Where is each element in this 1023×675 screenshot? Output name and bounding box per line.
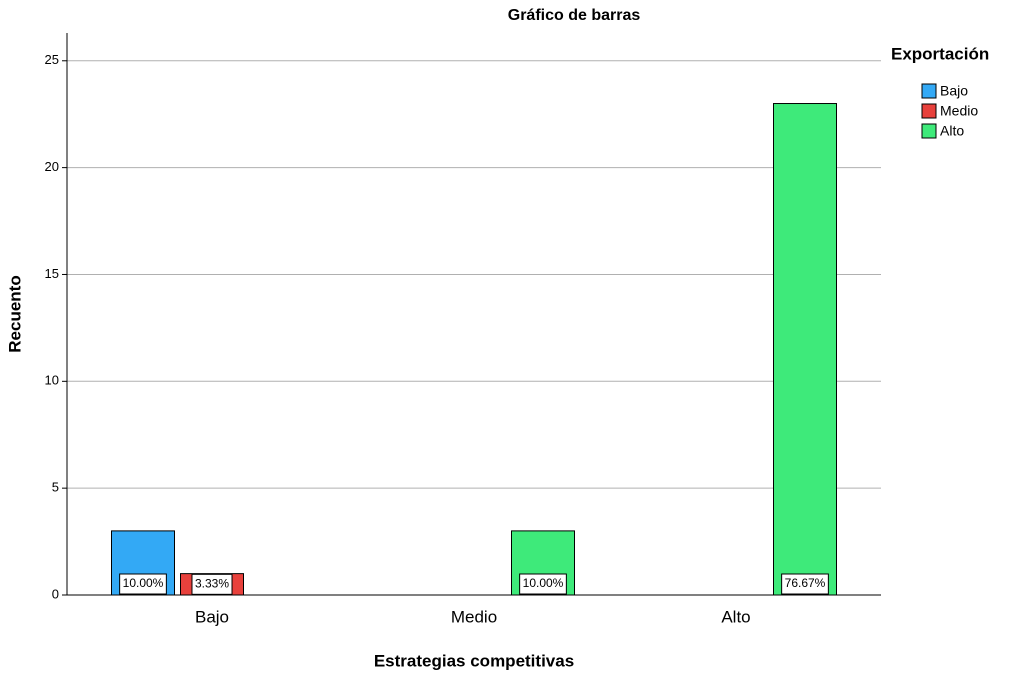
y-tick-label: 0 xyxy=(52,586,59,601)
y-tick-label: 25 xyxy=(45,52,59,67)
y-tick-label: 10 xyxy=(45,373,59,388)
legend-swatch xyxy=(921,103,937,119)
y-axis-label: Recuento xyxy=(5,275,24,352)
bar-label-box xyxy=(191,573,233,595)
bar-label-box xyxy=(519,573,567,595)
y-tick-label: 20 xyxy=(45,159,59,174)
legend-label: Bajo xyxy=(940,83,968,99)
legend-swatch xyxy=(921,83,937,99)
legend-label: Medio xyxy=(940,103,978,119)
bar-label: 76.67% xyxy=(785,576,826,590)
legend-label: Alto xyxy=(940,123,964,139)
y-tick-label: 15 xyxy=(45,266,59,281)
x-tick-label: Bajo xyxy=(195,607,229,626)
bar xyxy=(773,103,837,596)
bar-label: 10.00% xyxy=(523,576,564,590)
bar-label-box xyxy=(781,573,829,595)
legend-title: Exportación xyxy=(891,44,989,63)
y-tick-label: 5 xyxy=(52,480,59,495)
bar-label-box xyxy=(119,573,167,595)
bar-label: 3.33% xyxy=(195,576,229,590)
chart-title: Gráfico de barras xyxy=(508,7,641,24)
x-tick-label: Alto xyxy=(721,607,750,626)
x-axis-label: Estrategias competitivas xyxy=(374,651,574,670)
bar-label: 10.00% xyxy=(123,576,164,590)
legend-swatch xyxy=(921,123,937,139)
x-tick-label: Medio xyxy=(451,607,497,626)
